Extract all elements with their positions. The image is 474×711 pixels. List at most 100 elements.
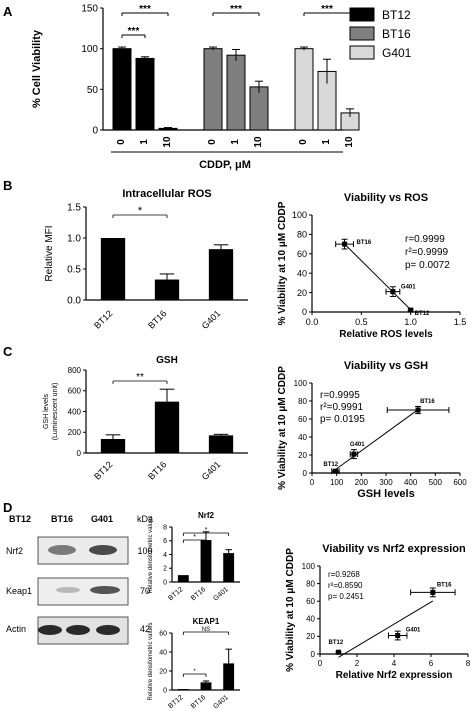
chart-a-sig-label: ***: [321, 4, 333, 15]
chart-b-scatter-point-bt16: [342, 241, 348, 247]
chart-d-scatter-y-tick-label: 0: [311, 650, 316, 659]
chart-c-scatter-x-tick-label: 400: [404, 478, 418, 487]
chart-c-scatter-ylabel: % Viability at 10 μM CDDP: [277, 366, 288, 490]
chart-c-scatter-regression-line: [335, 409, 419, 471]
chart-b-bar-y-tick-label: 0.5: [67, 265, 81, 276]
chart-b-bar-bar-g401: [208, 249, 234, 300]
chart-d-nrf2-title: Nrf2: [198, 511, 215, 520]
chart-c-scatter-x-tick-label: 600: [453, 478, 467, 487]
chart-c-bar-ylabel: GSH levels: [43, 393, 50, 429]
chart-b-scatter-point-bt12: [408, 307, 414, 313]
chart-c-scatter-x-tick-label: 100: [330, 478, 344, 487]
chart-c-bar-y-tick-label: 800: [68, 366, 82, 375]
chart-c-scatter-stat: p= 0.0195: [320, 414, 365, 425]
chart-c-scatter-y-tick-label: 80: [298, 397, 307, 406]
chart-d-scatter-stat: r=0.9268: [328, 570, 360, 579]
chart-d-keap1-bar-bt12: [177, 689, 189, 690]
chart-b-scatter-title: Viability vs ROS: [344, 192, 428, 204]
chart-d-scatter: 0 20 40 60 80 100 0 2 4 6 8 Viability vs Nrf2 expre…: [285, 543, 471, 681]
chart-a-ylabel: % Cell Viability: [31, 29, 43, 108]
chart-a-x-tick-label: 1: [321, 139, 332, 145]
chart-d-keap1-sig-label: NS: [202, 627, 210, 633]
chart-d-scatter-x-tick-label: 2: [355, 659, 360, 668]
chart-b-scatter-stat: r²=0.9999: [405, 247, 449, 258]
blot-lane-bt12: BT12: [9, 514, 31, 524]
chart-d-keap1-y-tick-label: 40: [159, 649, 167, 656]
chart-d-nrf2-y-tick-label: 6: [163, 538, 167, 545]
chart-b-scatter-y-tick-label: 20: [297, 288, 307, 298]
chart-b-bar-ylabel: Relative MFI: [44, 225, 55, 281]
chart-c-bar-bar-bt12: [100, 438, 126, 453]
chart-b-scatter-x-tick-label: 0.0: [306, 317, 319, 327]
chart-c-scatter-point-label: G401: [350, 442, 365, 448]
chart-a-legend-swatch-g401: [349, 45, 375, 60]
chart-b-bar: 0.0 0.5 1.0 1.5 Intracellular ROS Relative MF…: [44, 188, 248, 331]
chart-d-scatter-x-tick-label: 6: [429, 659, 434, 668]
chart-a-x-tick-label: 0: [116, 139, 127, 145]
chart-b-bar-title: Intracellular ROS: [122, 188, 211, 200]
chart-a-sig-label: ***: [128, 26, 140, 37]
chart-d-scatter-point-label: BT12: [329, 640, 344, 646]
chart-a-legend-swatch-bt16: [349, 26, 375, 41]
chart-b-scatter: 0 20 40 60 80 100 0.0 0.5 1.0 1.5 Viability vs ROS…: [277, 192, 466, 340]
panel-letter-c: C: [3, 344, 13, 359]
chart-c-scatter-y-tick-label: 0: [303, 469, 308, 478]
chart-c-scatter-point-bt16: [415, 407, 421, 413]
chart-b-scatter-ylabel: % Viability at 10 μM CDDP: [277, 201, 288, 325]
chart-b-scatter-stat: r=0.9999: [405, 234, 445, 245]
blot-band-keap1-g401: [90, 586, 120, 594]
chart-b-scatter-x-tick-label: 0.5: [355, 317, 368, 327]
chart-d-scatter-x-tick-label: 0: [318, 659, 323, 668]
chart-b-scatter-regression-line: [344, 243, 412, 311]
chart-c-scatter: 0 20 40 60 80 100 0 100 200 300 400 500 600 Viability…: [277, 360, 467, 500]
chart-b-bar-sig-label: *: [138, 205, 143, 217]
blot-strip-actin: [37, 616, 129, 645]
chart-c-bar-y-tick-label: 400: [68, 407, 82, 416]
chart-d-keap1-bar-bt16: [200, 682, 212, 690]
chart-d-scatter-stat: p= 0.2451: [328, 592, 364, 601]
chart-b-bar-bar-bt12: [100, 238, 126, 300]
chart-c-scatter-y-tick-label: 100: [294, 379, 308, 388]
chart-b-scatter-xlabel: Relative ROS levels: [339, 329, 433, 340]
chart-a-legend-swatch-bt12: [349, 7, 375, 22]
chart-a-x-tick-label: 0: [298, 139, 309, 145]
chart-d-scatter-y-tick-label: 40: [306, 615, 315, 624]
chart-d-nrf2-sig-label: *: [193, 534, 196, 541]
blot-band-actin-g401: [96, 625, 120, 635]
blot-band-keap1-bt16: [56, 587, 80, 593]
chart-b-scatter-point-label: G401: [401, 285, 416, 291]
chart-a-x-tick-label: 0: [207, 139, 218, 145]
chart-d-scatter-y-tick-label: 60: [306, 597, 315, 606]
chart-d-nrf2-y-tick-label: 0: [163, 579, 167, 586]
chart-d-nrf2-y-tick-label: 4: [163, 552, 167, 559]
chart-c-scatter-y-tick-label: 40: [298, 433, 307, 442]
chart-c-scatter-x-tick-label: 200: [355, 478, 369, 487]
chart-c-scatter-point-label: BT12: [323, 462, 338, 468]
blot-row-label-keap1: Keap1: [6, 586, 32, 596]
chart-c-scatter-stat: r²=0.9991: [320, 402, 364, 413]
chart-b-bar-y-tick-label: 1.0: [67, 234, 81, 245]
chart-d-scatter-x-tick-label: 8: [466, 659, 471, 668]
chart-c-scatter-title: Viability vs GSH: [344, 360, 428, 372]
chart-d-keap1-ylabel: Relative densitometric values: [148, 622, 154, 700]
blot-row-label-actin: Actin: [6, 624, 26, 634]
chart-c-scatter-stat: r=0.9995: [320, 390, 360, 401]
chart-c-scatter-y-tick-label: 60: [298, 415, 307, 424]
chart-c-bar-ylabel-2: (Luminescent unit): [52, 383, 59, 441]
chart-a-y-tick-label: 100: [81, 44, 98, 55]
chart-c-scatter-y-tick-label: 20: [298, 451, 307, 460]
chart-d-scatter-ylabel: % Viability at 10 μM CDDP: [285, 548, 296, 672]
chart-d-keap1-title: KEAP1: [193, 617, 220, 626]
chart-d-scatter-point-g401: [395, 633, 401, 639]
chart-c-scatter-xlabel: GSH levels: [357, 488, 414, 500]
chart-d-scatter-point-bt12: [336, 649, 341, 655]
blot-band-actin-bt12: [38, 625, 62, 635]
chart-b-scatter-point-label: BT16: [357, 240, 372, 246]
chart-b-bar-bar-bt16: [154, 279, 180, 300]
chart-a-y-tick-label: 50: [87, 85, 99, 96]
chart-b-scatter-point-g401: [390, 289, 396, 295]
chart-d-keap1-y-tick-label: 0: [163, 687, 167, 694]
chart-d-nrf2-bar-g401: [223, 553, 235, 582]
